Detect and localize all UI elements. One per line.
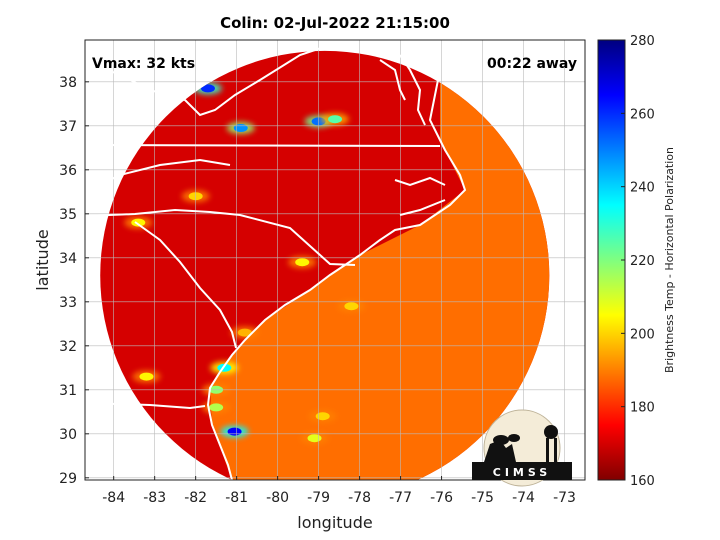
features-group bbox=[124, 82, 366, 445]
x-tick-label: -80 bbox=[266, 490, 289, 506]
albemarle-sound bbox=[394, 176, 446, 187]
feature-point bbox=[344, 302, 359, 311]
x-tick-label: -83 bbox=[143, 490, 166, 506]
swath-ocean bbox=[210, 50, 550, 480]
feature-point bbox=[227, 427, 242, 436]
y-tick-label: 35 bbox=[59, 207, 77, 223]
x-tick-label: -77 bbox=[389, 490, 412, 506]
colorbar bbox=[597, 39, 626, 481]
x-tick-label: -84 bbox=[102, 490, 125, 506]
colorbar-tick-label: 160 bbox=[630, 474, 655, 489]
feature-point bbox=[131, 218, 146, 227]
x-tick-label: -73 bbox=[553, 490, 576, 506]
atlantic-coastline bbox=[206, 69, 467, 480]
chart-title: Colin: 02-Jul-2022 21:15:00 bbox=[220, 14, 450, 32]
y-tick-label: 33 bbox=[59, 295, 77, 311]
colorbar-tick-label: 280 bbox=[630, 34, 655, 49]
state-border-nc-va bbox=[85, 144, 441, 147]
y-tick-label: 32 bbox=[59, 339, 77, 355]
potomac-river bbox=[379, 59, 406, 101]
x-tick-label: -82 bbox=[184, 490, 207, 506]
y-tick-label: 36 bbox=[59, 163, 77, 179]
chesapeake-shore bbox=[399, 54, 426, 126]
state-border-fl-ga bbox=[85, 402, 206, 410]
y-tick-label: 34 bbox=[59, 251, 77, 267]
colorbar-tick-label: 200 bbox=[630, 327, 655, 342]
cimss-logo: CIMSS bbox=[472, 409, 572, 487]
x-tick-label: -76 bbox=[430, 490, 453, 506]
y-tick-label: 37 bbox=[59, 119, 77, 135]
logo-text: CIMSS bbox=[493, 466, 551, 479]
x-tick-label: -74 bbox=[512, 490, 535, 506]
x-axis-title: longitude bbox=[297, 513, 372, 532]
y-axis-title: latitude bbox=[33, 229, 52, 290]
colorbar-label: Brightness Temp - Horizontal Polarizatio… bbox=[663, 147, 676, 373]
x-tick-label: -81 bbox=[225, 490, 248, 506]
feature-point bbox=[307, 434, 322, 443]
feature-point bbox=[295, 258, 310, 267]
feature-point bbox=[209, 403, 224, 412]
grid bbox=[85, 40, 585, 480]
feature-point bbox=[237, 328, 252, 337]
pamlico-sound bbox=[399, 199, 446, 216]
y-tick-label: 31 bbox=[59, 383, 77, 399]
state-border-va-wv bbox=[85, 44, 331, 117]
state-border-sc-ga bbox=[134, 221, 237, 349]
vmax-annotation: Vmax: 32 kts bbox=[92, 56, 195, 72]
x-tick-label: -78 bbox=[348, 490, 371, 506]
border-ridge bbox=[89, 158, 231, 191]
coastline bbox=[85, 44, 467, 480]
feature-point bbox=[139, 372, 154, 381]
plot-frame bbox=[84, 39, 586, 481]
colorbar-tick-label: 180 bbox=[630, 401, 655, 416]
x-tick-label: -79 bbox=[307, 490, 330, 506]
colorbar-tick-label: 260 bbox=[630, 107, 655, 122]
colorbar-tick-label: 220 bbox=[630, 254, 655, 269]
time-away-annotation: 00:22 away bbox=[487, 56, 577, 72]
x-tick-label: -75 bbox=[471, 490, 494, 506]
feature-point bbox=[315, 412, 330, 421]
y-tick-label: 29 bbox=[59, 471, 77, 487]
y-tick-label: 30 bbox=[59, 427, 77, 443]
y-axis: 29 30 31 32 33 34 35 36 37 38 bbox=[59, 75, 89, 487]
swath-group bbox=[100, 50, 550, 480]
feature-point bbox=[200, 84, 215, 93]
colorbar-ticks: 160 180 200 220 240 260 280 bbox=[621, 34, 655, 489]
colorbar-tick-label: 240 bbox=[630, 181, 655, 196]
feature-point bbox=[233, 124, 248, 132]
y-tick-label: 38 bbox=[59, 75, 77, 91]
x-axis: -84 -83 -82 -81 -80 -79 -78 -77 -76 -75 -74 -73 bbox=[102, 476, 576, 506]
state-border-nc-sc bbox=[85, 208, 356, 266]
feature-point bbox=[328, 115, 342, 124]
